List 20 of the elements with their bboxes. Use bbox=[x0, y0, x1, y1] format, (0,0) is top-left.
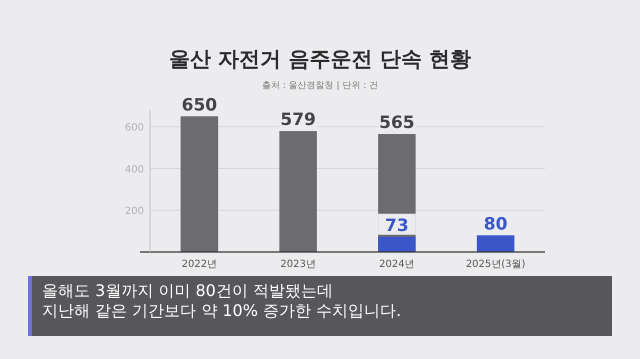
y-tick-label: 200 bbox=[124, 206, 144, 218]
text: 지난해 같은 기간보다 약 10% 증가한 수치입니다. bbox=[42, 301, 402, 320]
x-tick-label: 2022년 bbox=[182, 259, 218, 270]
x-tick-label: 2023년 bbox=[280, 259, 316, 270]
bar bbox=[279, 131, 317, 252]
bar bbox=[180, 116, 218, 252]
bar bbox=[476, 235, 514, 252]
bar bbox=[378, 236, 416, 252]
data-label: 80 bbox=[484, 214, 508, 234]
chart-title: 울산 자전거 음주운전 단속 현황 bbox=[168, 47, 472, 71]
text: 올해도 3월까지 이미 80건이 적발됐는데 bbox=[42, 281, 333, 300]
data-label: 565 bbox=[379, 113, 415, 134]
y-tick-label: 400 bbox=[124, 164, 144, 176]
y-tick-label: 600 bbox=[124, 122, 144, 134]
data-label: 579 bbox=[280, 110, 316, 130]
x-tick-label: 2025년(3월) bbox=[466, 259, 526, 270]
chart-subtitle: 출처 : 울산경찰청 | 단위 : 건 bbox=[262, 81, 378, 91]
x-tick-label: 2024년 bbox=[379, 259, 415, 270]
data-label: 650 bbox=[182, 95, 218, 116]
data-label: 73 bbox=[385, 216, 409, 236]
